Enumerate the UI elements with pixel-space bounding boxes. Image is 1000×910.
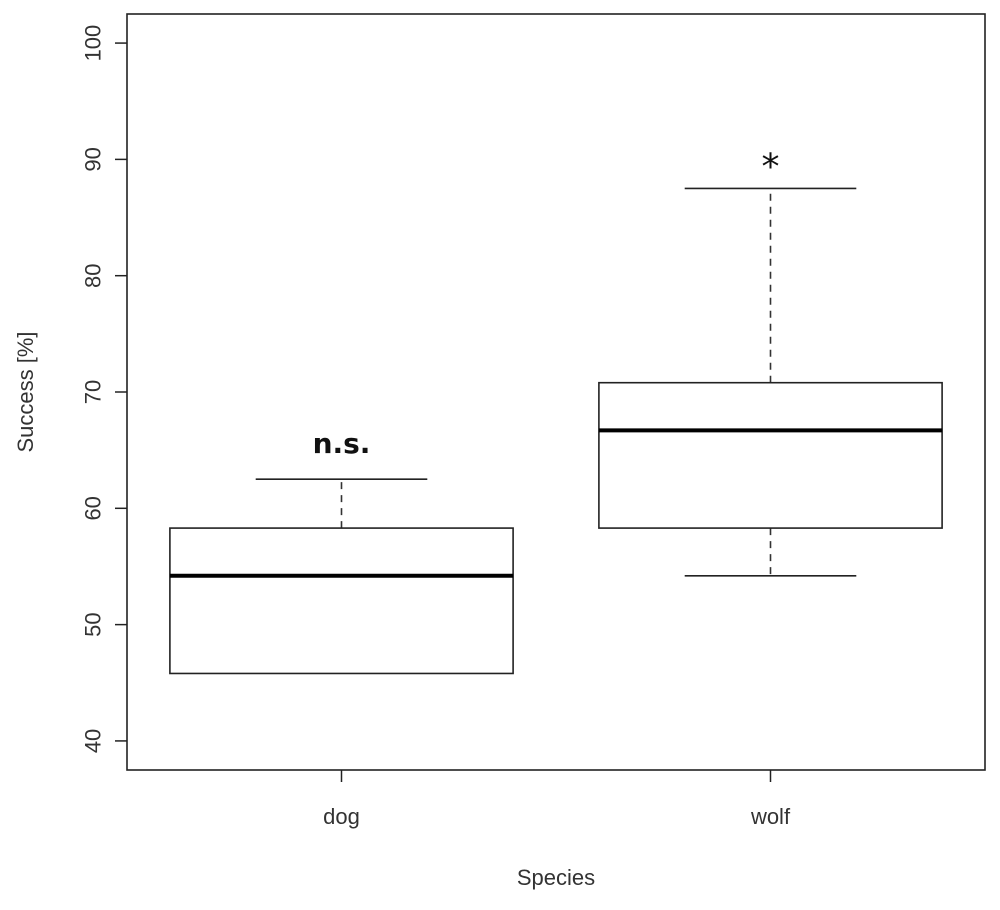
x-axis-label: Species bbox=[517, 865, 595, 890]
significance-annotation: * bbox=[762, 146, 780, 187]
y-tick-label: 90 bbox=[81, 147, 106, 171]
box-iqr bbox=[598, 381, 943, 529]
x-tick-label: wolf bbox=[750, 804, 791, 829]
y-tick-label: 60 bbox=[81, 496, 106, 520]
box-iqr bbox=[169, 527, 514, 675]
y-tick-label: 40 bbox=[81, 729, 106, 753]
x-axis: dog wolf bbox=[323, 770, 791, 829]
y-axis-label: Success [%] bbox=[13, 331, 38, 452]
y-tick-label: 80 bbox=[81, 263, 106, 287]
y-tick-label: 100 bbox=[81, 25, 106, 62]
box-group: n.s. * bbox=[169, 146, 943, 675]
y-axis: 40 50 60 70 80 90 100 bbox=[81, 25, 127, 753]
plot-frame bbox=[126, 13, 986, 771]
y-tick-label: 70 bbox=[81, 380, 106, 404]
x-tick-label: dog bbox=[323, 804, 360, 829]
y-tick-label: 50 bbox=[81, 612, 106, 636]
significance-annotation: n.s. bbox=[313, 427, 371, 460]
